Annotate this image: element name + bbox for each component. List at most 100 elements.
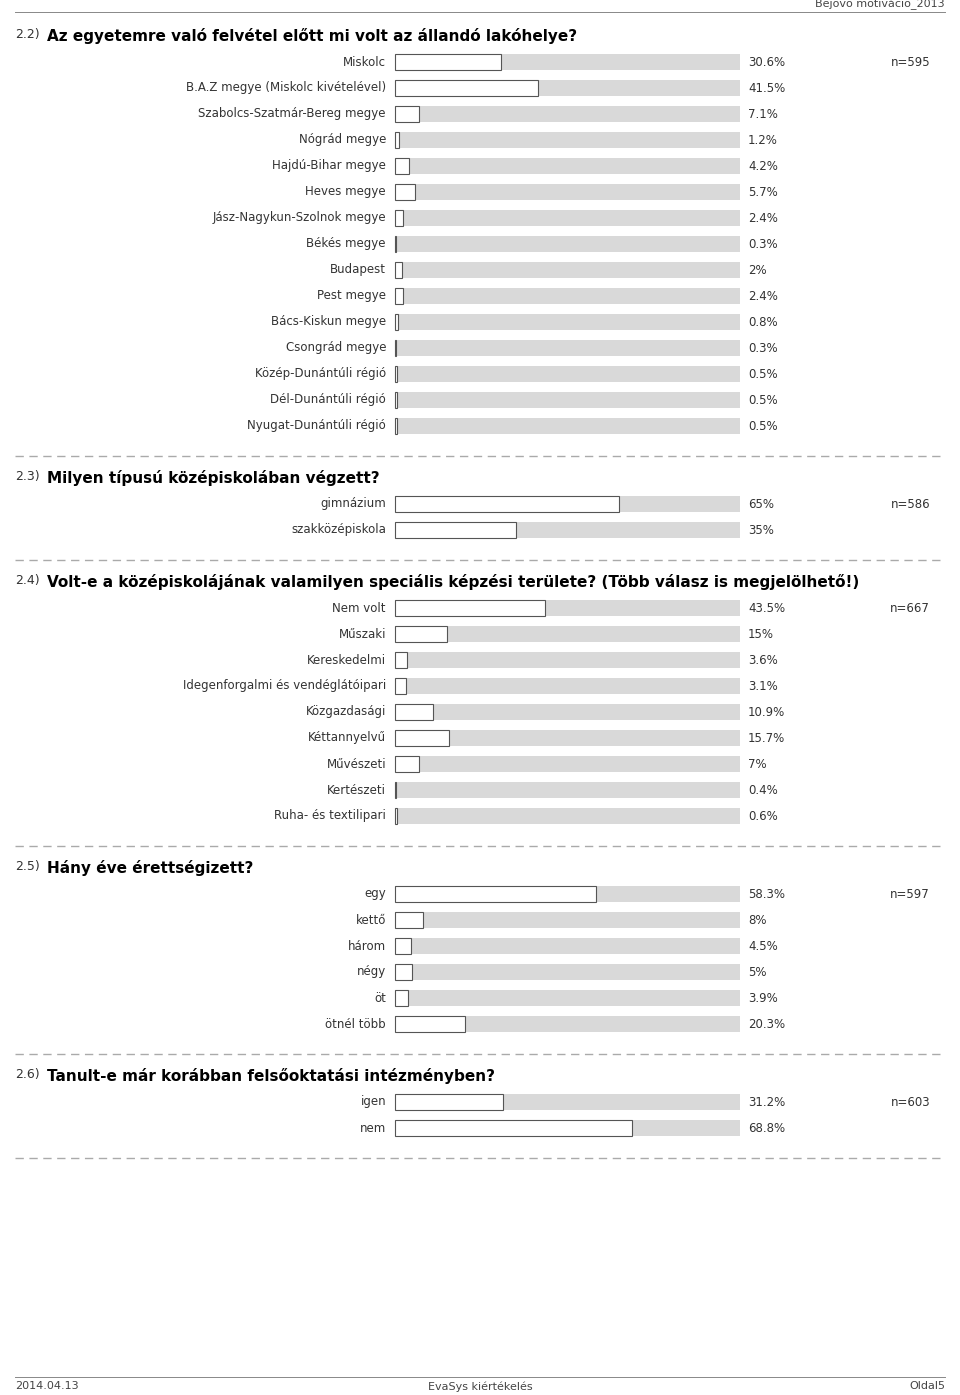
Text: Idegenforgalmi és vendéglátóipari: Idegenforgalmi és vendéglátóipari xyxy=(182,679,386,692)
Bar xyxy=(395,964,412,981)
Bar xyxy=(395,912,740,928)
Bar xyxy=(395,392,396,407)
Bar xyxy=(395,522,740,538)
Bar xyxy=(395,626,740,642)
Text: 2014.04.13: 2014.04.13 xyxy=(15,1381,79,1391)
Bar xyxy=(395,990,740,1006)
Text: 15.7%: 15.7% xyxy=(748,731,785,745)
Text: 65%: 65% xyxy=(748,498,774,511)
Text: Tanult-e már korábban felsőoktatási intézményben?: Tanult-e már korábban felsőoktatási inté… xyxy=(47,1069,495,1084)
Bar xyxy=(395,808,397,824)
Bar xyxy=(395,418,396,434)
Bar xyxy=(395,184,740,199)
Text: kettő: kettő xyxy=(355,914,386,926)
Text: Művészeti: Művészeti xyxy=(326,757,386,770)
Bar xyxy=(395,783,396,798)
Text: 2.4): 2.4) xyxy=(15,573,39,587)
Text: Nógrád megye: Nógrád megye xyxy=(299,134,386,146)
Bar xyxy=(395,678,740,693)
Text: 35%: 35% xyxy=(748,523,774,537)
Bar xyxy=(395,106,420,121)
Bar xyxy=(395,1016,740,1032)
Bar xyxy=(395,392,740,407)
Bar xyxy=(395,236,396,252)
Text: Nyugat-Dunántúli régió: Nyugat-Dunántúli régió xyxy=(248,420,386,432)
Bar xyxy=(395,184,415,199)
Text: 2.4%: 2.4% xyxy=(748,212,778,225)
Text: 2.6): 2.6) xyxy=(15,1069,39,1081)
Text: 43.5%: 43.5% xyxy=(748,601,785,615)
Bar xyxy=(395,80,539,96)
Text: Bejövő motiváció_2013: Bejövő motiváció_2013 xyxy=(815,0,945,10)
Text: Szabolcs-Szatmár-Bereg megye: Szabolcs-Szatmár-Bereg megye xyxy=(199,107,386,120)
Text: EvaSys kiértékelés: EvaSys kiértékelés xyxy=(428,1381,532,1391)
Bar xyxy=(395,704,433,720)
Text: Hány éve érettségizett?: Hány éve érettségizett? xyxy=(47,859,253,876)
Bar xyxy=(395,54,500,70)
Bar xyxy=(395,262,402,278)
Text: 20.3%: 20.3% xyxy=(748,1017,785,1031)
Text: n=595: n=595 xyxy=(890,56,930,68)
Text: 0.3%: 0.3% xyxy=(748,342,778,354)
Text: Az egyetemre való felvétel előtt mi volt az állandó lakóhelye?: Az egyetemre való felvétel előtt mi volt… xyxy=(47,28,577,45)
Text: három: három xyxy=(348,939,386,953)
Text: 2.5): 2.5) xyxy=(15,859,39,873)
Text: Jász-Nagykun-Szolnok megye: Jász-Nagykun-Szolnok megye xyxy=(212,212,386,225)
Bar xyxy=(395,314,740,331)
Text: Heves megye: Heves megye xyxy=(305,186,386,198)
Text: 15%: 15% xyxy=(748,628,774,640)
Text: Miskolc: Miskolc xyxy=(343,56,386,68)
Text: 5%: 5% xyxy=(748,965,766,978)
Text: Dél-Dunántúli régió: Dél-Dunántúli régió xyxy=(271,393,386,406)
Text: 4.5%: 4.5% xyxy=(748,939,778,953)
Text: 3.9%: 3.9% xyxy=(748,992,778,1004)
Text: Közép-Dunántúli régió: Közép-Dunántúli régió xyxy=(254,367,386,381)
Text: Kéttannyelvű: Kéttannyelvű xyxy=(308,731,386,745)
Text: 31.2%: 31.2% xyxy=(748,1095,785,1109)
Text: 2%: 2% xyxy=(748,264,767,276)
Text: n=603: n=603 xyxy=(890,1095,930,1109)
Bar xyxy=(395,886,740,903)
Bar xyxy=(395,756,740,771)
Text: Bács-Kiskun megye: Bács-Kiskun megye xyxy=(271,315,386,328)
Bar xyxy=(395,600,740,617)
Bar xyxy=(395,158,740,174)
Bar xyxy=(395,756,420,771)
Text: 0.5%: 0.5% xyxy=(748,393,778,406)
Bar xyxy=(395,340,740,356)
Text: 7%: 7% xyxy=(748,757,767,770)
Text: 2.3): 2.3) xyxy=(15,470,39,483)
Text: Közgazdasági: Közgazdasági xyxy=(305,706,386,718)
Text: 0.5%: 0.5% xyxy=(748,367,778,381)
Bar xyxy=(395,1094,503,1110)
Bar xyxy=(395,211,403,226)
Bar xyxy=(395,1094,740,1110)
Text: 10.9%: 10.9% xyxy=(748,706,785,718)
Bar xyxy=(395,287,403,304)
Bar xyxy=(395,522,516,538)
Bar xyxy=(395,808,740,824)
Text: Ruha- és textilipari: Ruha- és textilipari xyxy=(275,809,386,823)
Text: Műszaki: Műszaki xyxy=(339,628,386,640)
Bar xyxy=(395,133,399,148)
Text: egy: egy xyxy=(364,887,386,901)
Bar xyxy=(395,912,422,928)
Text: Nem volt: Nem volt xyxy=(332,601,386,615)
Bar xyxy=(395,365,396,382)
Bar xyxy=(395,600,545,617)
Bar xyxy=(395,704,740,720)
Bar xyxy=(395,314,397,331)
Text: Volt-e a középiskolájának valamilyen speciális képzési területe? (Több válasz is: Volt-e a középiskolájának valamilyen spe… xyxy=(47,573,859,590)
Text: öt: öt xyxy=(374,992,386,1004)
Bar xyxy=(395,211,740,226)
Text: Kertészeti: Kertészeti xyxy=(327,784,386,797)
Bar xyxy=(395,678,406,693)
Bar xyxy=(395,340,396,356)
Text: n=667: n=667 xyxy=(890,601,930,615)
Text: 7.1%: 7.1% xyxy=(748,107,778,120)
Bar xyxy=(395,497,740,512)
Bar xyxy=(395,783,740,798)
Bar xyxy=(395,651,407,668)
Text: szakközépiskola: szakközépiskola xyxy=(291,523,386,537)
Bar xyxy=(395,886,596,903)
